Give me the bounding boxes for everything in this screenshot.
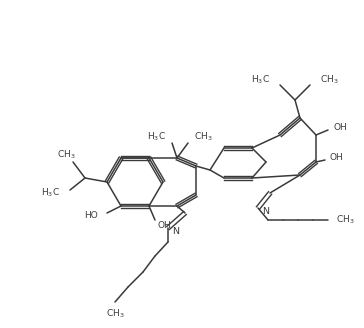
Text: OH: OH	[158, 220, 172, 230]
Text: H$_3$C: H$_3$C	[251, 74, 270, 86]
Text: H$_3$C: H$_3$C	[41, 187, 60, 199]
Text: HO: HO	[84, 211, 98, 219]
Text: N: N	[172, 227, 179, 236]
Text: CH$_3$: CH$_3$	[106, 307, 124, 319]
Text: H$_3$C: H$_3$C	[147, 131, 166, 143]
Text: N: N	[262, 207, 269, 215]
Text: OH: OH	[333, 122, 347, 132]
Text: CH$_3$: CH$_3$	[320, 74, 339, 86]
Text: CH$_3$: CH$_3$	[194, 131, 213, 143]
Text: OH: OH	[330, 154, 344, 162]
Text: CH$_3$: CH$_3$	[336, 214, 355, 226]
Text: CH$_3$: CH$_3$	[57, 149, 75, 161]
